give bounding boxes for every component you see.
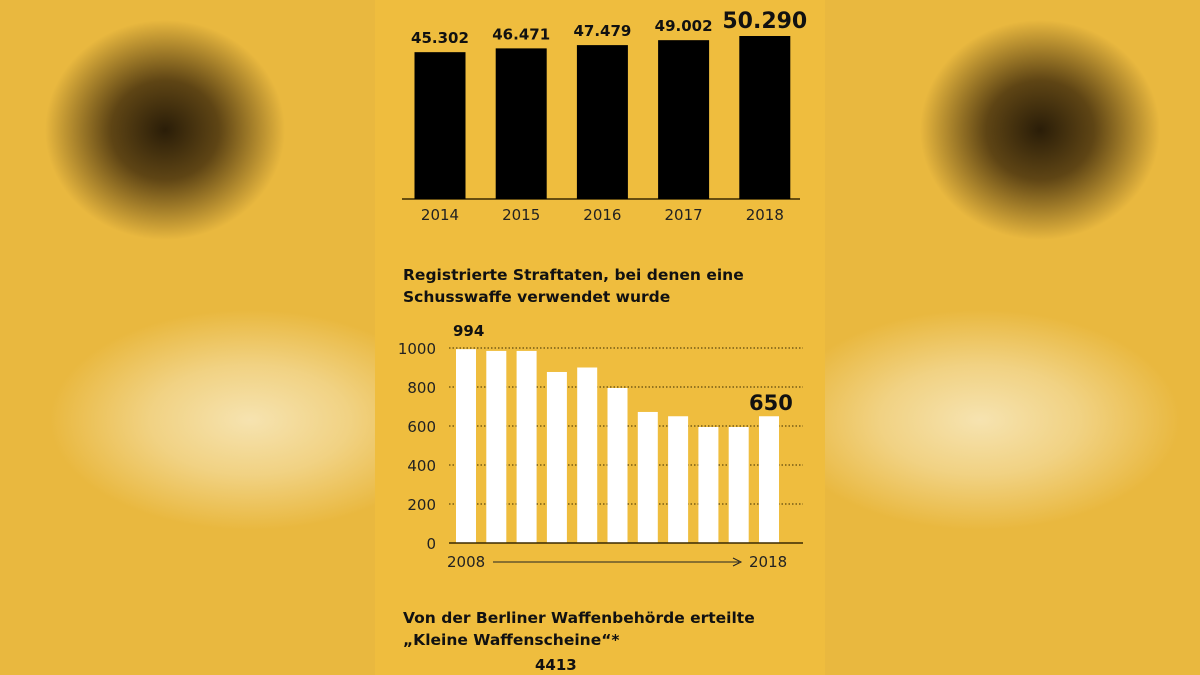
x-tick-label: 2014 bbox=[421, 206, 459, 224]
bar bbox=[739, 36, 791, 199]
x-tick-label: 2017 bbox=[665, 206, 703, 224]
y-tick-label: 400 bbox=[407, 457, 436, 475]
x-tick-label: 2016 bbox=[583, 206, 621, 224]
chart2-title-line1: Registrierte Straftaten, bei denen eine bbox=[403, 266, 744, 284]
y-tick-label: 200 bbox=[407, 496, 436, 514]
chart3-data-label: 4413 bbox=[535, 656, 577, 674]
bar bbox=[486, 350, 507, 543]
bar bbox=[495, 48, 547, 200]
bar bbox=[516, 350, 537, 543]
data-label: 50.290 bbox=[722, 9, 807, 34]
chart-gun-crimes: 0 200 400 600 800 1000 994 650 2008 2018 bbox=[398, 322, 803, 571]
y-tick-label: 800 bbox=[407, 379, 436, 397]
bar bbox=[668, 416, 689, 543]
y-tick-label: 1000 bbox=[398, 340, 436, 358]
bar bbox=[607, 387, 628, 543]
data-label-last: 650 bbox=[749, 391, 793, 415]
bar bbox=[637, 411, 658, 543]
infographic-panel: 45.302 2014 46.471 2015 47.479 2016 49.002 2017… bbox=[375, 0, 825, 675]
chart3-title: Von der Berliner Waffenbehörde erteilte … bbox=[403, 607, 803, 651]
x-tick-label: 2015 bbox=[502, 206, 540, 224]
bar bbox=[576, 45, 628, 199]
bar bbox=[414, 52, 466, 199]
blurred-background-left bbox=[0, 0, 375, 675]
bar bbox=[698, 426, 719, 543]
x-start-label: 2008 bbox=[447, 553, 485, 571]
bar bbox=[456, 349, 476, 543]
data-label: 49.002 bbox=[655, 17, 713, 35]
bar bbox=[658, 40, 710, 199]
chart2-title-line2: Schusswaffe verwendet wurde bbox=[403, 288, 671, 306]
chart3-title-line2: „Kleine Waffenscheine“* bbox=[403, 631, 620, 649]
x-end-label: 2018 bbox=[749, 553, 787, 571]
y-tick-label: 600 bbox=[407, 418, 436, 436]
data-label-first: 994 bbox=[453, 322, 484, 340]
bar bbox=[728, 426, 749, 543]
bar bbox=[546, 371, 567, 543]
data-label: 46.471 bbox=[492, 25, 550, 43]
data-label: 45.302 bbox=[411, 29, 469, 47]
arrow-icon bbox=[732, 557, 743, 567]
chart-gun-owners: 45.302 2014 46.471 2015 47.479 2016 49.002 2017… bbox=[402, 9, 807, 224]
chart3-title-line1: Von der Berliner Waffenbehörde erteilte bbox=[403, 609, 755, 627]
bar bbox=[759, 416, 779, 543]
data-label: 47.479 bbox=[573, 22, 631, 40]
y-tick-label: 0 bbox=[426, 535, 436, 553]
bar bbox=[577, 367, 598, 543]
x-tick-label: 2018 bbox=[746, 206, 784, 224]
chart2-title: Registrierte Straftaten, bei denen eine … bbox=[403, 264, 803, 308]
blurred-background-right bbox=[825, 0, 1200, 675]
